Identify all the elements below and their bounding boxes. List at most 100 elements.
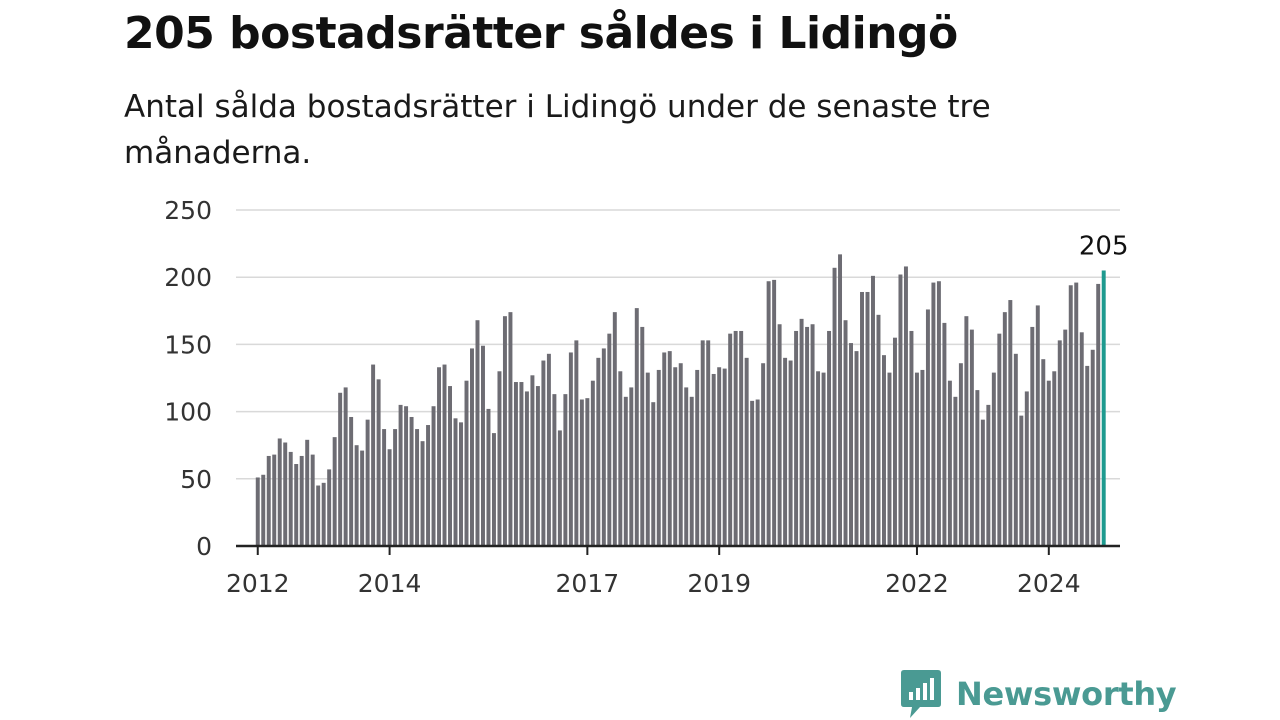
bar: [255, 477, 260, 546]
bar: [728, 333, 733, 546]
bar: [393, 429, 398, 546]
bar: [277, 438, 282, 546]
bar: [426, 425, 431, 546]
bar: [1030, 326, 1035, 546]
bar: [1063, 329, 1068, 546]
bar: [266, 455, 271, 546]
bar: [706, 340, 711, 546]
bar: [585, 398, 590, 546]
bar: [942, 322, 947, 546]
bar: [316, 485, 321, 546]
bar: [629, 387, 634, 546]
bar: [376, 379, 381, 546]
bar: [1035, 305, 1040, 546]
bar: [321, 482, 326, 546]
bar: [750, 400, 755, 546]
y-tick-label: 100: [164, 398, 212, 427]
y-tick-label: 0: [196, 532, 212, 561]
bar: [925, 309, 930, 546]
chart-subtitle: Antal sålda bostadsrätter i Lidingö unde…: [124, 89, 991, 171]
bar: [656, 369, 661, 546]
bar: [623, 396, 628, 546]
bar: [673, 367, 678, 546]
bar-highlight: [1101, 270, 1106, 546]
bar: [640, 326, 645, 546]
bar: [892, 337, 897, 546]
x-tick-label: 2024: [1017, 569, 1081, 598]
bar: [338, 392, 343, 546]
bar: [667, 351, 672, 546]
bar: [882, 355, 886, 546]
bar: [689, 396, 694, 546]
bar: [783, 357, 788, 546]
y-tick-label: 250: [164, 196, 212, 225]
bar: [442, 364, 447, 546]
bar: [772, 279, 777, 546]
bar: [563, 394, 568, 546]
bar: [349, 416, 354, 546]
bar: [437, 367, 442, 546]
bar: [1085, 365, 1090, 546]
bar: [947, 380, 952, 546]
bar: [1074, 282, 1079, 546]
bar: [486, 408, 491, 546]
bar: [914, 372, 919, 546]
bar: [491, 433, 496, 546]
bar: [497, 371, 502, 546]
x-tick-label: 2014: [358, 569, 422, 598]
bar: [453, 418, 458, 546]
bar: [843, 320, 848, 546]
bar: [997, 333, 1002, 546]
bar: [294, 464, 299, 546]
bar: [481, 345, 485, 546]
bar: [590, 380, 595, 546]
bar: [283, 442, 288, 546]
bar: [272, 454, 277, 546]
bar: [898, 274, 903, 546]
bar: [524, 391, 529, 546]
bar: [722, 368, 727, 546]
bar: [854, 351, 859, 546]
bar: [744, 357, 749, 546]
bar: [739, 330, 744, 546]
bar: [464, 380, 469, 546]
bar: [991, 372, 996, 546]
bar: [305, 439, 310, 546]
bar: [354, 445, 359, 546]
bar: [513, 382, 518, 546]
bar: [761, 363, 766, 546]
bar: [568, 352, 573, 546]
bar: [816, 371, 821, 546]
bar: [1046, 380, 1051, 546]
bar: [530, 375, 535, 546]
bar: [700, 340, 705, 546]
chart-title: 205 bostadsrätter såldes i Lidingö: [124, 8, 958, 59]
bar: [964, 316, 969, 546]
newsworthy-logo-icon: [901, 670, 941, 718]
bar: [601, 348, 606, 546]
bar: [827, 330, 832, 546]
bar: [678, 363, 683, 546]
bar: [975, 390, 980, 546]
bar: [651, 402, 656, 546]
highlight-value-label: 205: [1079, 231, 1129, 261]
bar: [387, 449, 392, 546]
bar: [805, 326, 810, 546]
bar: [1008, 300, 1013, 546]
bar: [508, 312, 513, 546]
bar: [596, 357, 601, 546]
bar: [865, 291, 870, 546]
bar: [684, 387, 689, 546]
bar: [557, 430, 562, 546]
bar: [327, 469, 332, 546]
bar: [470, 348, 474, 546]
bar: [1057, 340, 1062, 546]
bar: [810, 324, 815, 546]
bar: [920, 369, 925, 546]
bar: [612, 312, 617, 546]
bar: [579, 399, 584, 546]
bar: [838, 254, 843, 546]
bar: [909, 330, 914, 546]
bar: [371, 364, 376, 546]
